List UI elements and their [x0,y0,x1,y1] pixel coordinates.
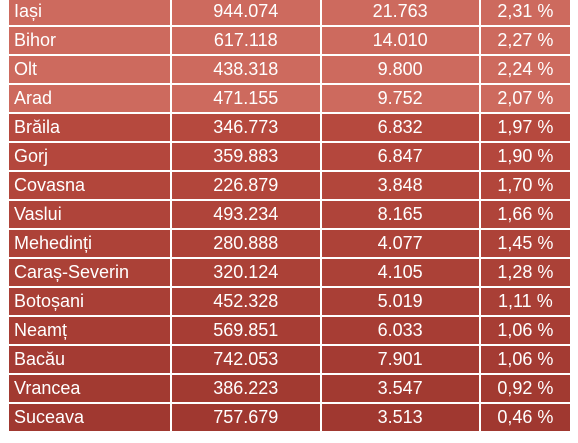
table-cell: 359.883 [171,143,320,170]
table-cell: 617.118 [171,27,320,54]
table-cell: 4.077 [321,230,479,257]
table-cell: 3.547 [321,375,479,402]
table-cell: 386.223 [171,375,320,402]
table-row: Olt 438.318 9.800 2,24 % [9,56,570,83]
table-row: Mehedinți 280.888 4.077 1,45 % [9,230,570,257]
table-row: Bacău 742.053 7.901 1,06 % [9,346,570,373]
table-cell: Vaslui [9,201,170,228]
table-row: Neamț 569.851 6.033 1,06 % [9,317,570,344]
table-cell: 1,66 % [480,201,570,228]
table-row: Botoșani 452.328 5.019 1,11 % [9,288,570,315]
table-cell: 6.832 [321,114,479,141]
table-row: Iași 944.074 21.763 2,31 % [9,0,570,25]
table-cell: Botoșani [9,288,170,315]
table-cell: 226.879 [171,172,320,199]
table-cell: 9.752 [321,85,479,112]
table-cell: Neamț [9,317,170,344]
table-cell: 280.888 [171,230,320,257]
table-cell: 452.328 [171,288,320,315]
table-cell: 1,06 % [480,346,570,373]
table-cell: 438.318 [171,56,320,83]
table-cell: 1,97 % [480,114,570,141]
table-cell: 1,28 % [480,259,570,286]
table-cell: Vrancea [9,375,170,402]
table-cell: 9.800 [321,56,479,83]
table-cell: Brăila [9,114,170,141]
table-cell: 2,07 % [480,85,570,112]
table-cell: 2,27 % [480,27,570,54]
table-cell: Covasna [9,172,170,199]
table-cell: 1,45 % [480,230,570,257]
table-row: Bihor 617.118 14.010 2,27 % [9,27,570,54]
table-cell: Mehedinți [9,230,170,257]
table-cell: 2,31 % [480,0,570,25]
table-row: Arad 471.155 9.752 2,07 % [9,85,570,112]
table-cell: Olt [9,56,170,83]
table-cell: 8.165 [321,201,479,228]
table-cell: 757.679 [171,404,320,431]
table-cell: Suceava [9,404,170,431]
table-cell: 14.010 [321,27,479,54]
table-cell: 6.847 [321,143,479,170]
table-cell: Gorj [9,143,170,170]
table-cell: 3.848 [321,172,479,199]
table-cell: 6.033 [321,317,479,344]
table-cell: 2,24 % [480,56,570,83]
table-cell: 4.105 [321,259,479,286]
table-cell: Caraș-Severin [9,259,170,286]
table-cell: 5.019 [321,288,479,315]
table-cell: 346.773 [171,114,320,141]
table-cell: 3.513 [321,404,479,431]
table-cell: 0,46 % [480,404,570,431]
table-cell: 471.155 [171,85,320,112]
table-cell: 21.763 [321,0,479,25]
table-cell: 1,06 % [480,317,570,344]
table-cell: 1,70 % [480,172,570,199]
table-cell: Bacău [9,346,170,373]
data-table: Iași 944.074 21.763 2,31 % Bihor 617.118 14.01… [7,0,572,433]
table-cell: 0,92 % [480,375,570,402]
table-cell: 569.851 [171,317,320,344]
table-row: Suceava 757.679 3.513 0,46 % [9,404,570,431]
table-row: Gorj 359.883 6.847 1,90 % [9,143,570,170]
table-row: Brăila 346.773 6.832 1,97 % [9,114,570,141]
table-cell: 7.901 [321,346,479,373]
table-cell: 1,90 % [480,143,570,170]
table-cell: 320.124 [171,259,320,286]
table-cell: 944.074 [171,0,320,25]
table-row: Vaslui 493.234 8.165 1,66 % [9,201,570,228]
table-cell: Bihor [9,27,170,54]
table-cell: 742.053 [171,346,320,373]
table-cell: Arad [9,85,170,112]
table-row: Caraș-Severin 320.124 4.105 1,28 % [9,259,570,286]
table-cell: 1,11 % [480,288,570,315]
table-cell: 493.234 [171,201,320,228]
table-row: Vrancea 386.223 3.547 0,92 % [9,375,570,402]
table-row: Covasna 226.879 3.848 1,70 % [9,172,570,199]
table-cell: Iași [9,0,170,25]
